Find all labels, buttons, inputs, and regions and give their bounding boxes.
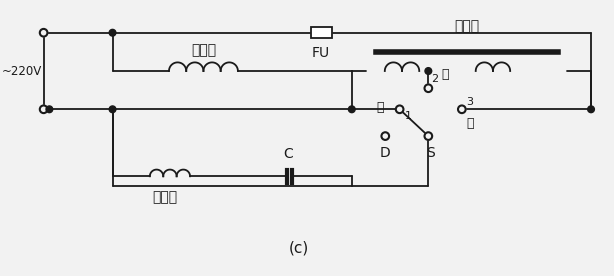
Text: ~220V: ~220V [1,65,42,78]
Text: 3: 3 [467,97,473,107]
Circle shape [109,106,116,113]
Circle shape [458,105,465,113]
Text: D: D [380,146,391,160]
Text: 2: 2 [431,75,438,84]
Text: 电抗器: 电抗器 [454,19,479,33]
Text: 副绕组: 副绕组 [153,191,177,205]
Circle shape [425,68,432,74]
Circle shape [424,132,432,140]
Circle shape [40,29,47,36]
Circle shape [348,106,355,113]
Circle shape [424,84,432,92]
Bar [311,28,332,38]
Text: 低: 低 [467,117,474,130]
Text: S: S [426,146,435,160]
Circle shape [381,132,389,140]
Text: FU: FU [312,46,330,60]
Circle shape [46,106,53,113]
Text: (c): (c) [289,241,309,256]
Circle shape [588,106,594,113]
Text: 1: 1 [405,111,411,121]
Text: 高: 高 [377,101,384,114]
Circle shape [40,105,47,113]
Text: 主绕组: 主绕组 [191,44,216,58]
Circle shape [109,29,116,36]
Text: 中: 中 [441,68,449,81]
Text: C: C [284,147,293,161]
Circle shape [396,105,403,113]
